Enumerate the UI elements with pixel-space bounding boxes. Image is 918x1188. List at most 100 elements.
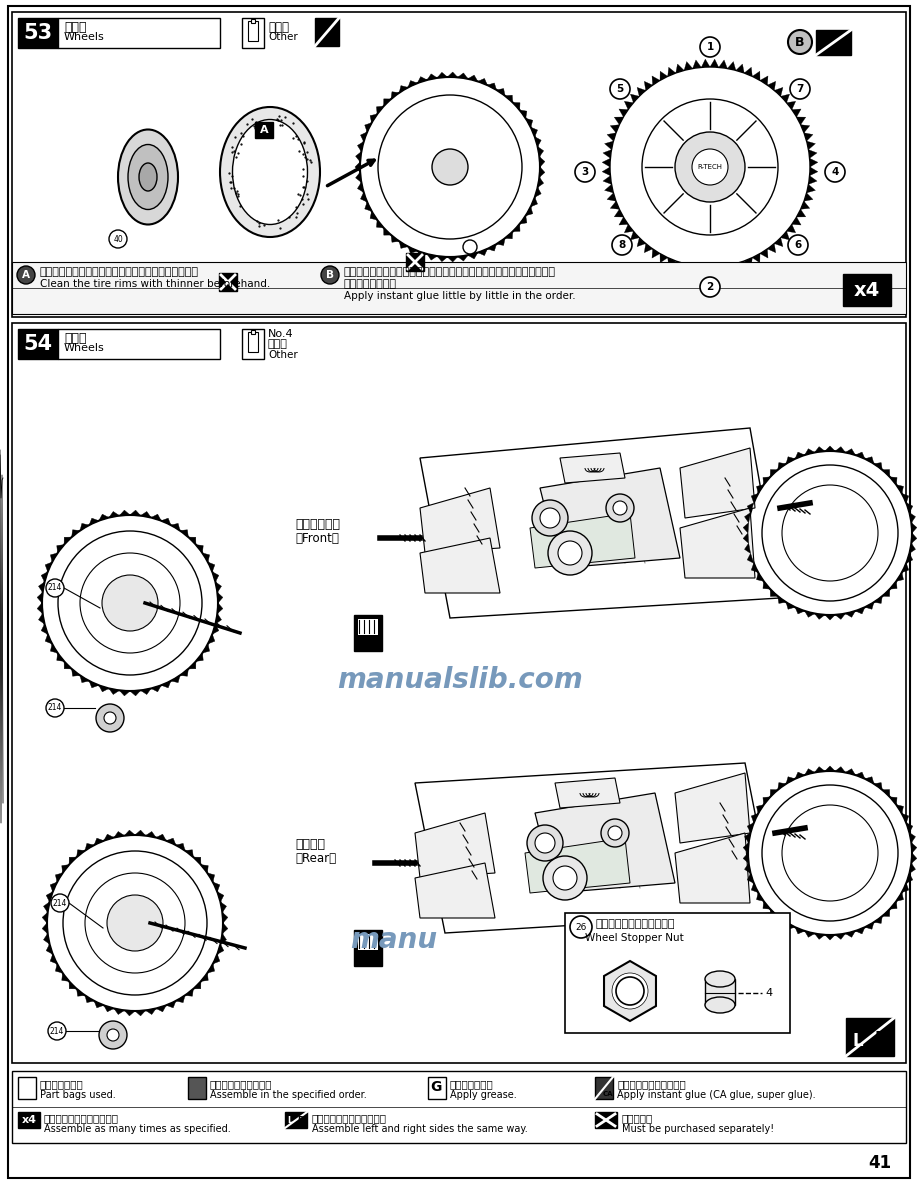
- Circle shape: [102, 575, 158, 631]
- Bar: [18, 329, 58, 359]
- Circle shape: [612, 973, 648, 1009]
- Text: Clean the tire rims with thinner beforehand.: Clean the tire rims with thinner beforeh…: [40, 279, 270, 289]
- Polygon shape: [45, 562, 52, 571]
- Polygon shape: [505, 95, 513, 102]
- Polygon shape: [756, 485, 764, 493]
- Circle shape: [99, 1020, 127, 1049]
- Polygon shape: [906, 554, 912, 563]
- Text: あらかじめシンナー等で接着面をきれいにしておく。: あらかじめシンナー等で接着面をきれいにしておく。: [40, 267, 199, 277]
- Text: CA: CA: [326, 36, 339, 44]
- Polygon shape: [610, 125, 620, 133]
- Polygon shape: [535, 794, 675, 893]
- Polygon shape: [605, 141, 613, 150]
- Polygon shape: [487, 244, 497, 251]
- Ellipse shape: [220, 107, 320, 236]
- Bar: [12, 323, 906, 1063]
- Bar: [354, 615, 382, 651]
- Polygon shape: [384, 99, 391, 106]
- Polygon shape: [910, 512, 915, 523]
- Polygon shape: [213, 954, 219, 963]
- Text: 別購入品。: 別購入品。: [622, 1113, 654, 1123]
- Ellipse shape: [139, 163, 157, 191]
- Polygon shape: [680, 448, 755, 518]
- Circle shape: [606, 494, 634, 522]
- Polygon shape: [604, 961, 656, 1020]
- Polygon shape: [140, 688, 151, 695]
- Circle shape: [107, 1029, 119, 1041]
- Circle shape: [46, 699, 64, 718]
- Circle shape: [816, 519, 844, 546]
- Polygon shape: [637, 238, 645, 247]
- Circle shape: [675, 132, 745, 202]
- Polygon shape: [196, 544, 203, 552]
- Text: B: B: [326, 270, 334, 280]
- Polygon shape: [807, 141, 815, 150]
- Polygon shape: [684, 264, 693, 272]
- Polygon shape: [874, 596, 882, 604]
- Polygon shape: [906, 503, 912, 512]
- Polygon shape: [676, 261, 684, 270]
- Polygon shape: [865, 777, 874, 784]
- Polygon shape: [538, 177, 543, 188]
- Polygon shape: [814, 934, 825, 940]
- Polygon shape: [652, 76, 660, 86]
- Polygon shape: [767, 244, 776, 253]
- Polygon shape: [535, 188, 541, 197]
- Polygon shape: [72, 530, 80, 537]
- Polygon shape: [756, 892, 764, 902]
- Polygon shape: [910, 833, 915, 842]
- Polygon shape: [526, 207, 532, 216]
- Polygon shape: [882, 469, 890, 476]
- Text: Apply grease.: Apply grease.: [450, 1091, 517, 1100]
- Circle shape: [58, 531, 202, 675]
- Polygon shape: [631, 94, 639, 102]
- Circle shape: [570, 916, 592, 939]
- Circle shape: [321, 266, 339, 284]
- Polygon shape: [751, 563, 758, 573]
- Bar: [595, 1112, 617, 1127]
- Polygon shape: [222, 912, 228, 923]
- Polygon shape: [531, 127, 538, 137]
- Polygon shape: [835, 766, 845, 772]
- Circle shape: [601, 819, 629, 847]
- Polygon shape: [196, 653, 203, 662]
- Polygon shape: [736, 64, 744, 72]
- Polygon shape: [526, 119, 532, 127]
- Circle shape: [42, 516, 218, 691]
- Circle shape: [575, 162, 595, 182]
- Polygon shape: [890, 476, 897, 485]
- Polygon shape: [64, 537, 72, 544]
- Polygon shape: [418, 251, 427, 258]
- Polygon shape: [845, 931, 856, 937]
- Polygon shape: [418, 77, 427, 83]
- Text: 41: 41: [868, 1154, 891, 1173]
- Polygon shape: [109, 688, 119, 695]
- Text: タイヤ: タイヤ: [64, 331, 86, 345]
- Bar: [242, 18, 264, 48]
- Circle shape: [612, 235, 632, 255]
- Polygon shape: [364, 122, 372, 132]
- Polygon shape: [415, 862, 495, 918]
- Text: CA: CA: [834, 45, 849, 55]
- Circle shape: [63, 851, 207, 996]
- Polygon shape: [46, 944, 52, 954]
- Polygon shape: [778, 596, 786, 604]
- Text: 2: 2: [706, 282, 713, 292]
- Bar: [58, 329, 220, 359]
- Text: R: R: [874, 1030, 887, 1048]
- Text: x4: x4: [21, 1116, 37, 1125]
- Polygon shape: [125, 830, 135, 835]
- Polygon shape: [458, 72, 468, 78]
- Text: 番号の順に組立てる。: 番号の順に組立てる。: [210, 1079, 273, 1089]
- Polygon shape: [896, 485, 903, 493]
- Polygon shape: [744, 523, 749, 533]
- Circle shape: [532, 500, 568, 536]
- Text: 番号順にタイヤを手で押さえ、瞬間接着剤を少しずつ流しこみ、最後に: 番号順にタイヤを手で押さえ、瞬間接着剤を少しずつ流しこみ、最後に: [344, 267, 556, 277]
- Polygon shape: [807, 184, 815, 192]
- Polygon shape: [364, 202, 372, 211]
- Bar: [12, 263, 906, 314]
- Polygon shape: [770, 909, 778, 916]
- Ellipse shape: [118, 129, 178, 225]
- Polygon shape: [45, 634, 52, 644]
- Polygon shape: [497, 89, 505, 96]
